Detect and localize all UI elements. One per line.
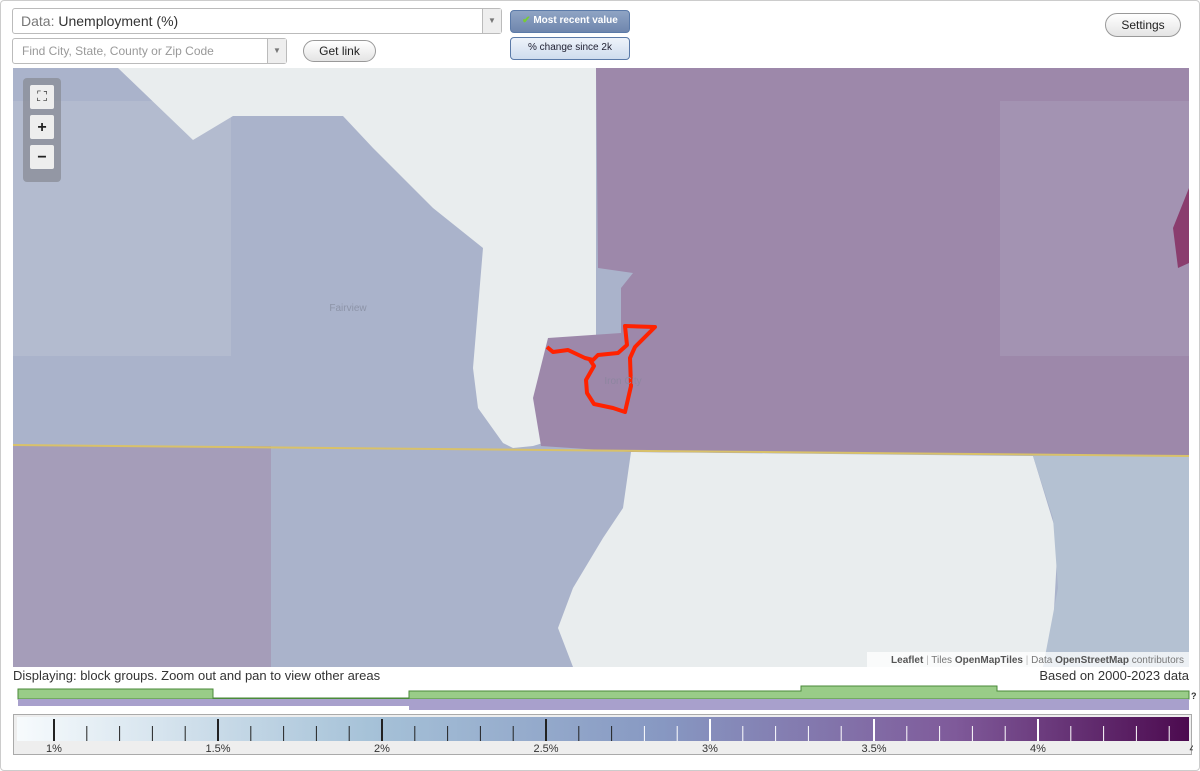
text: contributors [1132, 655, 1184, 666]
settings-button[interactable]: Settings [1105, 13, 1181, 37]
color-legend: 1% 1.5% 2% 2.5% 3% 3.5% 4% 4.5% [13, 714, 1193, 755]
histogram-bar [18, 699, 409, 706]
search-box[interactable]: Find City, State, County or Zip Code ▼ [12, 38, 287, 64]
legend-label: 1.5% [205, 743, 230, 755]
zoom-in-button[interactable] [30, 115, 54, 139]
link[interactable]: OpenMapTiles [955, 655, 1024, 666]
zoom-out-button[interactable] [30, 145, 54, 169]
selected-area [545, 324, 657, 414]
histogram: ? [17, 685, 1197, 710]
legend-label: 1% [46, 743, 62, 755]
state-border [13, 444, 1189, 457]
region [1033, 456, 1189, 667]
text: Tiles [931, 655, 952, 666]
sep: | [1026, 655, 1029, 666]
dropdown-arrow: ▼ [267, 39, 286, 63]
fullscreen-button[interactable] [30, 85, 54, 109]
map[interactable]: Fairview Iron City ⛶ + − Leaflet | Tiles… [13, 68, 1189, 667]
text: Data [1031, 655, 1053, 666]
check-icon: ✔ [522, 15, 531, 26]
region [1000, 101, 1189, 356]
zoom-in-icon: + [37, 119, 46, 136]
legend-gradient [17, 717, 1189, 741]
help-icon[interactable]: ? [1191, 691, 1197, 701]
legend-label: 3% [702, 743, 718, 755]
legend-label: 2% [374, 743, 390, 755]
most-recent-label: Most recent value [533, 15, 618, 26]
most-recent-toggle[interactable]: ✔ Most recent value [510, 10, 630, 33]
based-on-text: Based on 2000-2023 data [1039, 668, 1189, 683]
place-label: Fairview [329, 303, 367, 314]
search-placeholder: Find City, State, County or Zip Code [22, 44, 214, 58]
data-label: Data: [21, 13, 55, 29]
legend-label: 4% [1030, 743, 1046, 755]
attribution: Leaflet | Tiles OpenMapTiles | Data Open… [891, 655, 1184, 666]
region [1173, 188, 1189, 268]
legend-label: 4.5% [1189, 743, 1193, 755]
histogram-steps [17, 685, 1190, 700]
get-link-button[interactable]: Get link [303, 40, 376, 62]
zoom-out-icon: − [37, 149, 46, 166]
histogram-bar [409, 699, 1189, 710]
fullscreen-icon: ⛶ [37, 88, 47, 104]
status-text: Displaying: block groups. Zoom out and p… [13, 668, 381, 683]
legend-label: 2.5% [533, 743, 558, 755]
data-value: Unemployment (%) [58, 13, 179, 29]
sep: | [926, 655, 929, 666]
place-label: Iron City [604, 376, 641, 387]
percent-change-toggle[interactable]: % change since 2k [510, 37, 630, 60]
dropdown-arrow: ▼ [482, 9, 501, 33]
data-select[interactable]: Data: Unemployment (%) ▼ [12, 8, 502, 34]
region [558, 452, 1058, 667]
link[interactable]: OpenStreetMap [1055, 655, 1129, 666]
link[interactable]: Leaflet [891, 655, 924, 666]
water-region [118, 68, 596, 448]
attribution-bg [867, 652, 1189, 667]
legend-label: 3.5% [861, 743, 886, 755]
region [13, 446, 271, 667]
